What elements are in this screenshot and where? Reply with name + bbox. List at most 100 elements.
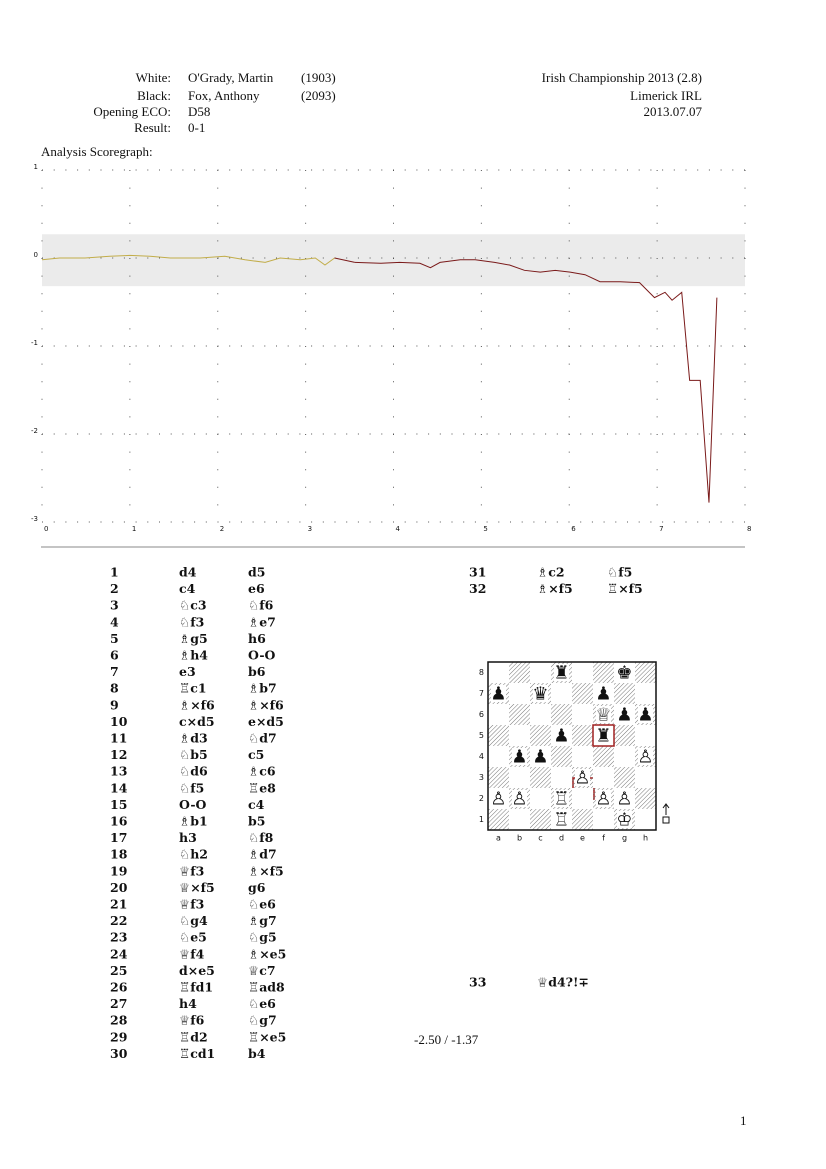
move: ♗g7 — [248, 913, 277, 928]
piece: ♙ — [616, 789, 632, 810]
rank-label: 2 — [479, 794, 484, 803]
move: ♗h4 — [179, 648, 208, 663]
square — [614, 767, 635, 788]
piece: ♟ — [637, 705, 653, 726]
move: ♗g5 — [179, 631, 208, 646]
move: h6 — [248, 631, 266, 646]
piece-bg — [512, 748, 527, 765]
piece-bg — [575, 769, 590, 786]
move: ♘e6 — [248, 996, 276, 1011]
move: ♗×f5 — [537, 581, 573, 596]
square — [593, 767, 614, 788]
move: ♖cd1 — [179, 1046, 215, 1061]
move-number: 27 — [110, 996, 127, 1011]
square — [509, 725, 530, 746]
move: ♖d2 — [179, 1029, 208, 1044]
y-tick-label: 0 — [34, 251, 38, 259]
piece-bg — [554, 811, 569, 828]
move: ♕×f5 — [179, 880, 215, 895]
y-tick-label: 1 — [34, 163, 38, 171]
piece: ♟ — [616, 705, 632, 726]
piece: ♙ — [511, 789, 527, 810]
move: ♘f6 — [248, 598, 274, 613]
move-number: 13 — [110, 764, 127, 779]
piece-bg — [617, 706, 632, 723]
move: e6 — [248, 581, 265, 596]
square — [635, 683, 656, 704]
move: ♗×f6 — [248, 697, 284, 712]
move: d5 — [248, 565, 265, 580]
score-line — [41, 254, 335, 266]
piece: ♕ — [595, 705, 611, 726]
board-border — [487, 661, 657, 831]
piece-bg — [512, 790, 527, 807]
move-number: 23 — [110, 930, 127, 945]
white-elo: (1903) — [301, 70, 336, 85]
result-label: Result: — [134, 120, 171, 135]
move-number: 25 — [110, 963, 127, 978]
move-number: 19 — [110, 863, 127, 878]
move: ♗×f6 — [179, 697, 215, 712]
black-player: Fox, Anthony — [188, 88, 260, 103]
move-number: 31 — [469, 565, 486, 580]
move: ♘g5 — [248, 930, 277, 945]
move: ♘b5 — [179, 747, 208, 762]
piece-bg — [596, 727, 611, 744]
move: d×e5 — [179, 963, 215, 978]
rank-label: 1 — [479, 815, 484, 824]
square — [635, 767, 656, 788]
move-number: 16 — [110, 814, 128, 829]
x-tick-label: 5 — [483, 525, 487, 533]
piece-bg — [554, 664, 569, 681]
move: b4 — [248, 1046, 266, 1061]
date: 2013.07.07 — [644, 104, 703, 119]
white-player: O'Grady, Martin — [188, 70, 274, 85]
square — [488, 725, 509, 746]
move-number: 4 — [110, 614, 119, 629]
black-elo: (2093) — [301, 88, 336, 103]
square — [509, 809, 530, 830]
x-tick-label: 1 — [132, 525, 136, 533]
move: e×d5 — [248, 714, 284, 729]
square — [551, 683, 572, 704]
move: ♖ad8 — [248, 980, 285, 995]
move: ♖e8 — [248, 780, 276, 795]
last-move-to — [592, 724, 615, 747]
move-number: 14 — [110, 780, 128, 795]
piece-bg — [638, 706, 653, 723]
file-label: d — [559, 834, 564, 843]
x-tick-label: 7 — [659, 525, 663, 533]
piece: ♟ — [595, 684, 611, 705]
square — [509, 662, 530, 683]
move: ♘g4 — [179, 913, 208, 928]
rank-label: 3 — [479, 773, 484, 782]
piece: ♙ — [637, 747, 653, 768]
move-number: 15 — [110, 797, 127, 812]
piece: ♖ — [553, 810, 569, 831]
piece: ♚ — [616, 663, 632, 684]
y-tick-label: -1 — [31, 339, 38, 347]
move: b6 — [248, 664, 266, 679]
square — [488, 767, 509, 788]
piece-bg — [596, 706, 611, 723]
square — [488, 704, 509, 725]
score-line — [354, 259, 718, 503]
square — [488, 662, 509, 683]
square — [593, 662, 614, 683]
square — [530, 704, 551, 725]
page-number: 1 — [740, 1113, 747, 1128]
file-label: e — [580, 834, 585, 843]
side-to-move — [662, 803, 670, 824]
move-number: 17 — [110, 830, 127, 845]
rank-label: 7 — [479, 689, 484, 698]
square — [509, 704, 530, 725]
square — [572, 683, 593, 704]
move-number: 26 — [110, 980, 128, 995]
piece-bg — [554, 727, 569, 744]
piece: ♛ — [532, 684, 548, 705]
move: ♕f3 — [179, 863, 204, 878]
move: c4 — [248, 797, 265, 812]
move: ♘f5 — [179, 780, 204, 795]
